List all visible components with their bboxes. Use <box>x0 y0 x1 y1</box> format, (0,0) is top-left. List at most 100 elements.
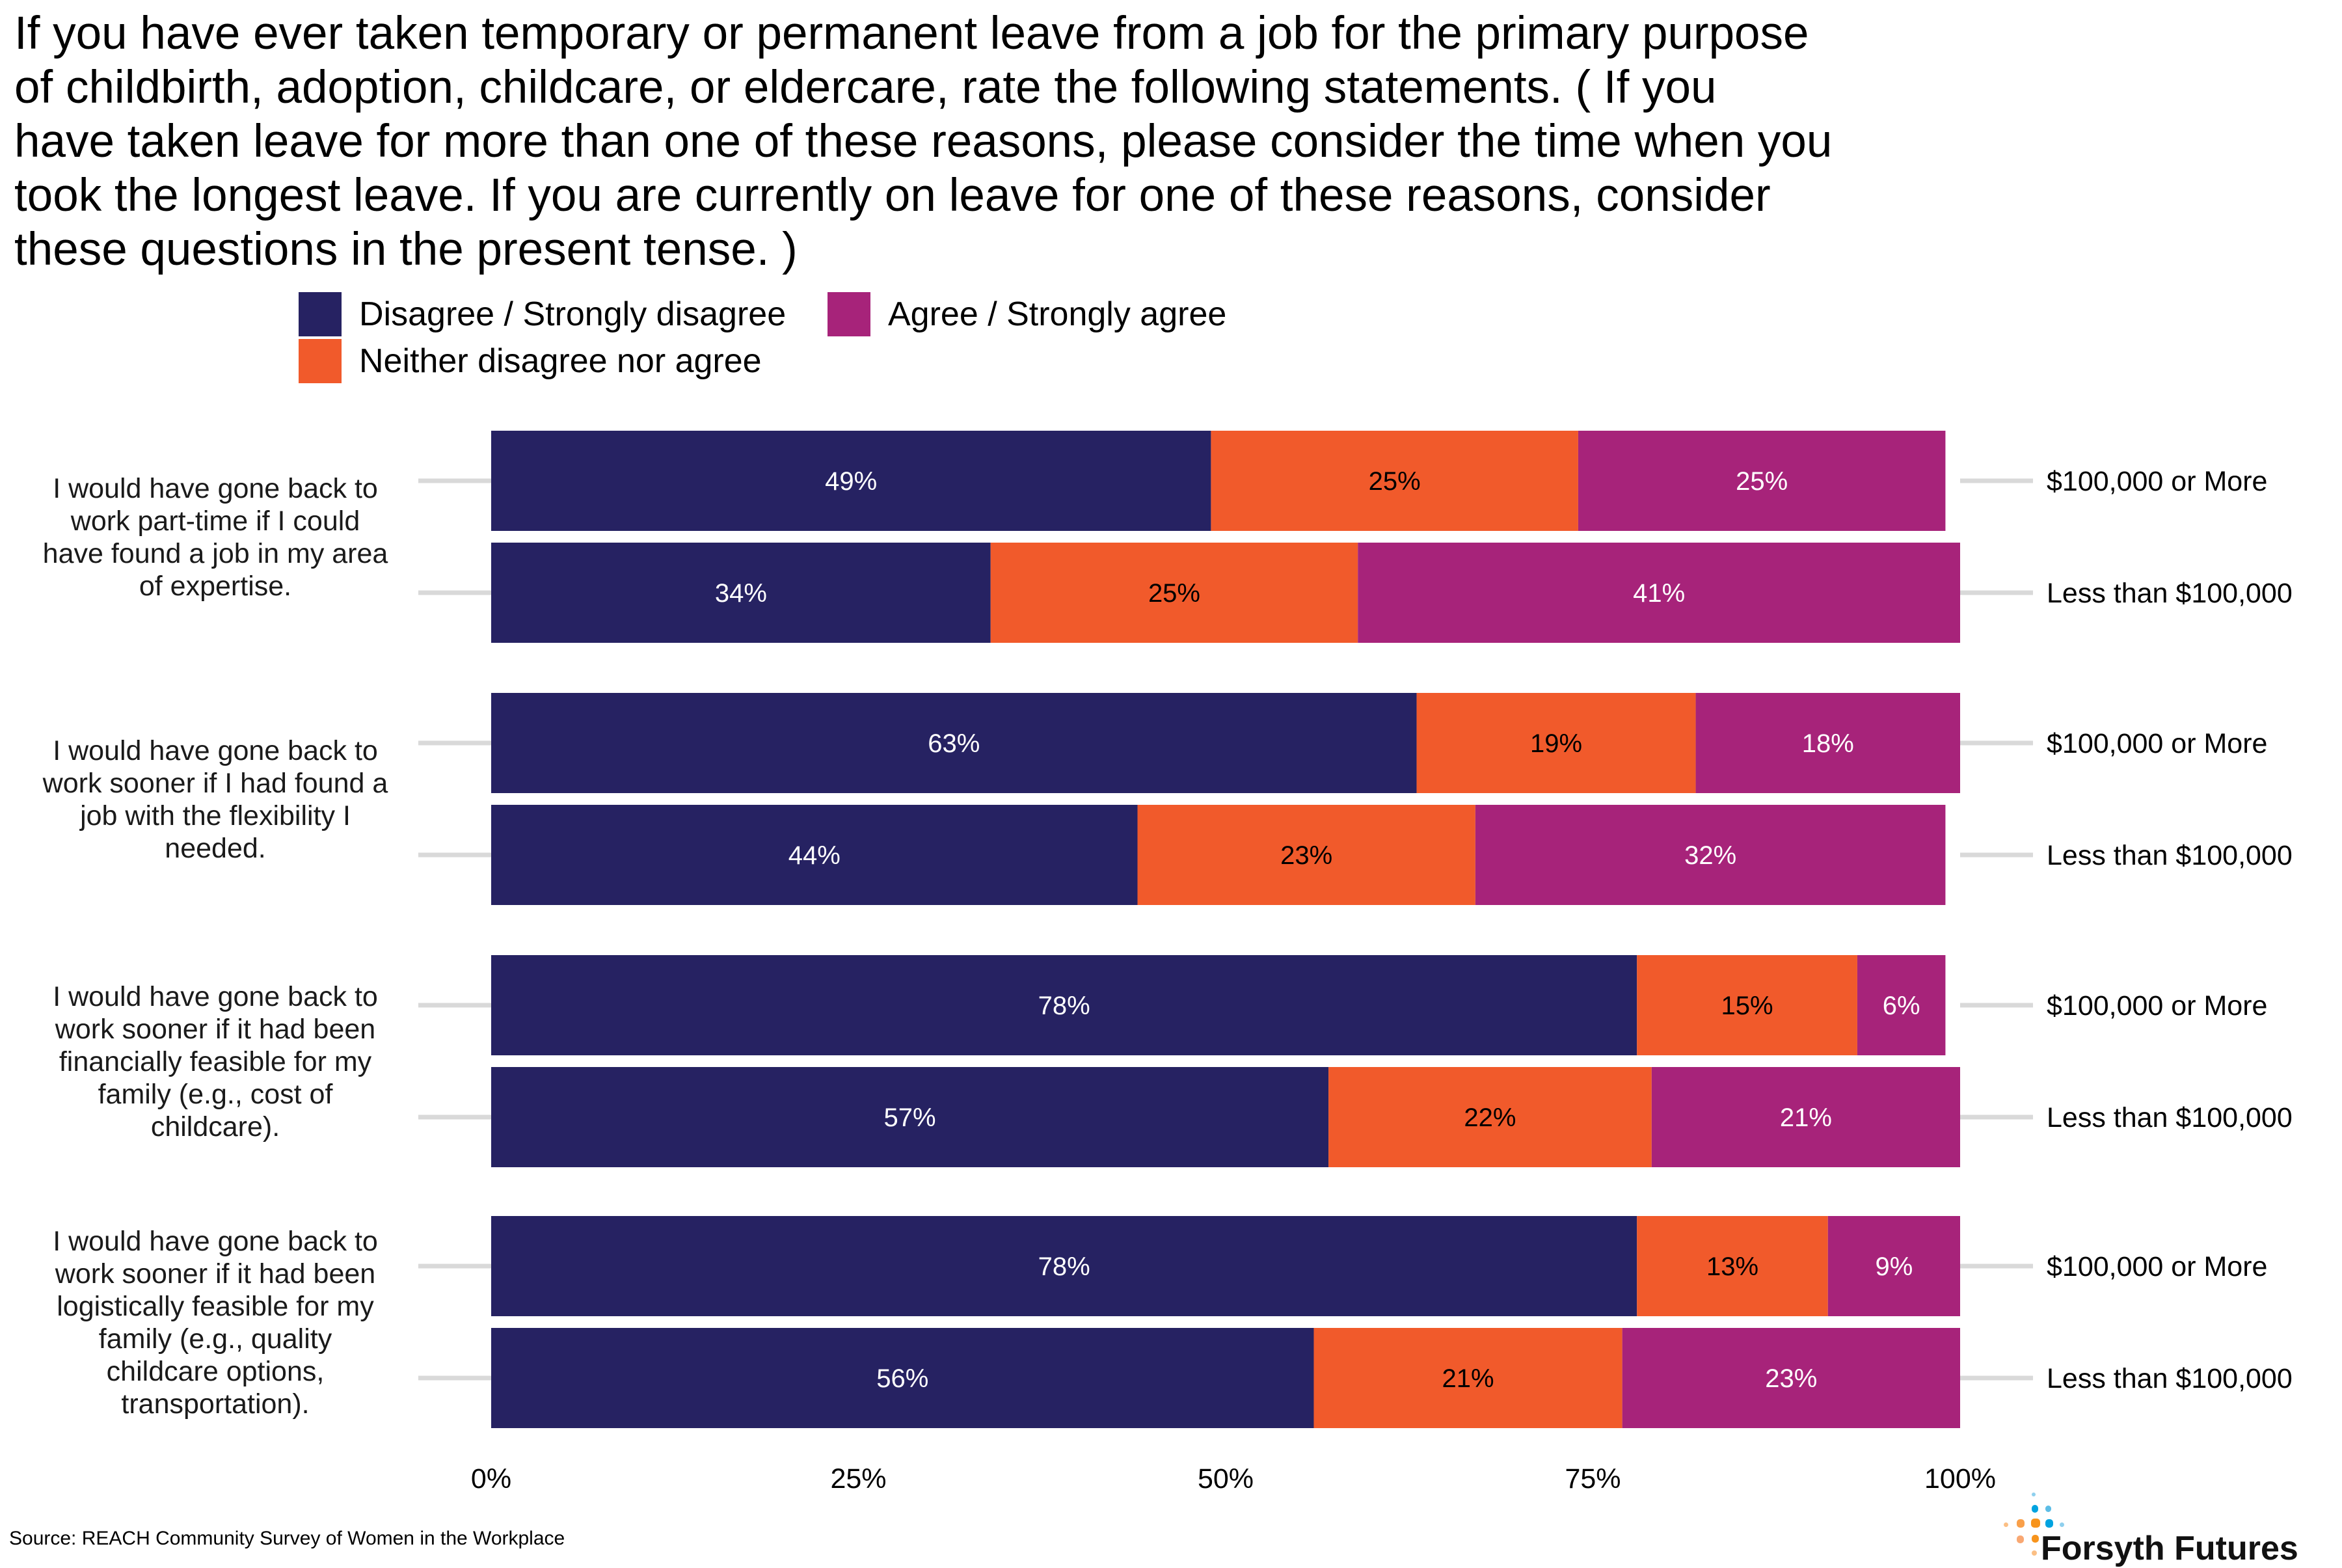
data-label: 15% <box>1721 992 1773 1020</box>
statement-label-line: I would have gone back to <box>53 1226 378 1257</box>
data-label: 19% <box>1530 729 1582 758</box>
legend-label-agree: Agree / Strongly agree <box>888 295 1227 333</box>
data-label: 57% <box>883 1103 935 1132</box>
statement-label: I would have gone back to work sooner if … <box>42 735 388 864</box>
statement-label-line: financially feasible for my <box>59 1046 372 1077</box>
statement-label-line: I would have gone back to <box>53 735 378 766</box>
bar-segment <box>1827 1216 1960 1316</box>
title-line: If you have ever taken temporary or perm… <box>14 8 1809 59</box>
legend-label-disagree: Disagree / Strongly disagree <box>359 295 787 333</box>
chart-title: If you have ever taken temporary or perm… <box>14 7 2031 277</box>
statement-label-line: childcare options, <box>107 1356 325 1387</box>
bar-segment <box>990 543 1358 643</box>
data-label: 25% <box>1148 579 1200 608</box>
income-label: $100,000 or More <box>2047 990 2267 1021</box>
logo-dot-icon <box>2017 1535 2024 1543</box>
bar-segment <box>1328 1067 1652 1167</box>
bar-segment <box>491 805 1138 905</box>
statement-label-line: have found a job in my area <box>43 538 388 569</box>
data-label: 56% <box>876 1364 928 1393</box>
bar-segment <box>1313 1328 1622 1428</box>
statement-label-line: job with the flexibility I <box>79 800 351 831</box>
bar-segment <box>1857 955 1946 1055</box>
bar-segment <box>1637 1216 1828 1316</box>
data-label: 21% <box>1780 1103 1832 1132</box>
data-label: 78% <box>1038 1252 1090 1281</box>
bar-segment <box>1622 1328 1960 1428</box>
data-label: 25% <box>1736 467 1788 496</box>
income-label: $100,000 or More <box>2047 1251 2267 1282</box>
logo-dot-icon <box>2004 1522 2008 1527</box>
statement-label-line: needed. <box>165 833 265 864</box>
data-label: 22% <box>1464 1103 1516 1132</box>
logo-dot-icon <box>2032 1505 2038 1513</box>
x-axis-tick-label: 75% <box>1565 1463 1621 1494</box>
x-axis-tick-label: 50% <box>1198 1463 1254 1494</box>
income-label: Less than $100,000 <box>2047 578 2293 609</box>
title-line: of childbirth, adoption, childcare, or e… <box>14 62 1717 113</box>
legend-item-neither: Neither disagree nor agree <box>299 339 762 383</box>
income-label: Less than $100,000 <box>2047 1363 2293 1394</box>
logo-dot-icon <box>2045 1519 2053 1528</box>
data-label: 34% <box>715 579 767 608</box>
source-note: Source: REACH Community Survey of Women … <box>9 1528 565 1549</box>
bar-segment <box>1651 1067 1960 1167</box>
statement-group: 63% 19% 18% $100,000 or More 44% 23% 32% Less t… <box>42 693 2293 905</box>
bar-segment <box>491 693 1417 793</box>
data-label: 78% <box>1038 992 1090 1020</box>
income-label: Less than $100,000 <box>2047 840 2293 871</box>
data-label: 21% <box>1442 1364 1494 1393</box>
statement-group: 78% 13% 9% $100,000 or More 56% 21% 23% Less th… <box>53 1216 2293 1428</box>
x-axis-tick-label: 100% <box>1924 1463 1996 1494</box>
statement-label-line: family (e.g., quality <box>99 1323 332 1355</box>
statement-label-line: work sooner if it had been <box>55 1014 375 1045</box>
title-line: took the longest leave. If you are curre… <box>14 170 1771 221</box>
bar-segment <box>491 1216 1637 1316</box>
logo-dot-icon <box>2032 1493 2036 1496</box>
statement-group: 78% 15% 6% $100,000 or More 57% 22% 21% Less th… <box>53 955 2293 1167</box>
data-label: 23% <box>1280 841 1332 870</box>
data-label: 49% <box>825 467 877 496</box>
x-axis-tick-label: 25% <box>830 1463 886 1494</box>
statement-label-line: childcare). <box>151 1111 280 1142</box>
statement-label-line: family (e.g., cost of <box>98 1079 334 1110</box>
logo-dot-icon <box>2045 1506 2051 1512</box>
bar-segment <box>1637 955 1857 1055</box>
statement-label-line: of expertise. <box>139 571 291 602</box>
logo-dot-icon <box>2031 1519 2040 1528</box>
bar-segment <box>491 1328 1314 1428</box>
legend-label-neither: Neither disagree nor agree <box>359 342 762 380</box>
data-label: 63% <box>928 729 980 758</box>
data-label: 25% <box>1369 467 1421 496</box>
statement-label-line: work part-time if I could <box>70 506 360 537</box>
forsyth-futures-logo: Forsyth Futures <box>1991 1493 2298 1568</box>
bar-segment <box>491 955 1637 1055</box>
logo-dot-icon <box>2060 1522 2064 1527</box>
bar-segment <box>1475 805 1946 905</box>
bar-segment <box>1358 543 1960 643</box>
data-label: 32% <box>1684 841 1736 870</box>
statement-label: I would have gone back to work part-time … <box>43 473 388 602</box>
bar-segment <box>1695 693 1960 793</box>
logo-dot-icon <box>2032 1535 2039 1543</box>
data-label: 13% <box>1706 1252 1758 1281</box>
statement-label-line: work sooner if I had found a <box>42 768 388 799</box>
statement-label-line: work sooner if it had been <box>55 1258 375 1290</box>
bar-segment <box>491 431 1211 531</box>
legend-swatch-agree <box>828 292 870 336</box>
statement-label-line: transportation). <box>121 1388 309 1420</box>
income-label: Less than $100,000 <box>2047 1102 2293 1133</box>
statement-label-line: I would have gone back to <box>53 473 378 504</box>
logo-dot-icon <box>2017 1519 2025 1528</box>
data-label: 9% <box>1875 1252 1913 1281</box>
logo-dot-icon <box>2032 1550 2037 1556</box>
legend-item-disagree: Disagree / Strongly disagree <box>299 292 786 336</box>
bar-segment <box>491 543 991 643</box>
logo-text: Forsyth Futures <box>2041 1530 2298 1567</box>
bar-segment <box>491 1067 1329 1167</box>
data-label: 6% <box>1883 992 1920 1020</box>
statement-label: I would have gone back to work sooner if … <box>53 981 378 1142</box>
data-label: 23% <box>1765 1364 1817 1393</box>
bar-segment <box>1578 431 1946 531</box>
